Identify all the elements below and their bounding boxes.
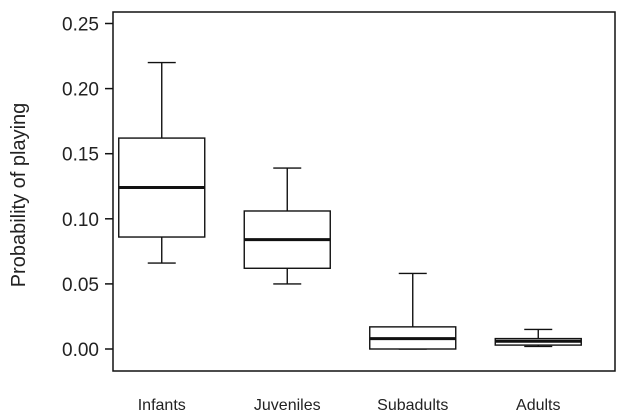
x-tick-label: Juveniles [254,397,321,414]
x-tick-label: Infants [138,397,186,414]
box-juveniles [243,167,331,285]
y-tick-label: 0.25 [62,15,99,36]
x-tick-label: Adults [516,397,560,414]
y-axis-title: Probability of playing [8,103,30,288]
box-adults [494,328,582,348]
plot-frame [112,11,616,372]
y-tick-label: 0.20 [62,80,99,101]
y-tick-label: 0.15 [62,145,99,166]
box-infants [118,61,206,264]
y-tick-label: 0.05 [62,275,99,296]
y-tick-label: 0.10 [62,210,99,231]
x-axis-labels: Infants Juveniles Subadults Adults [138,397,561,414]
y-tick-label: 0.00 [62,340,99,361]
x-tick-label: Subadults [377,397,448,414]
box-subadults [369,272,457,350]
y-axis: 0.00 0.05 0.10 0.15 0.20 0.25 [62,15,113,361]
boxes-layer [118,61,582,350]
